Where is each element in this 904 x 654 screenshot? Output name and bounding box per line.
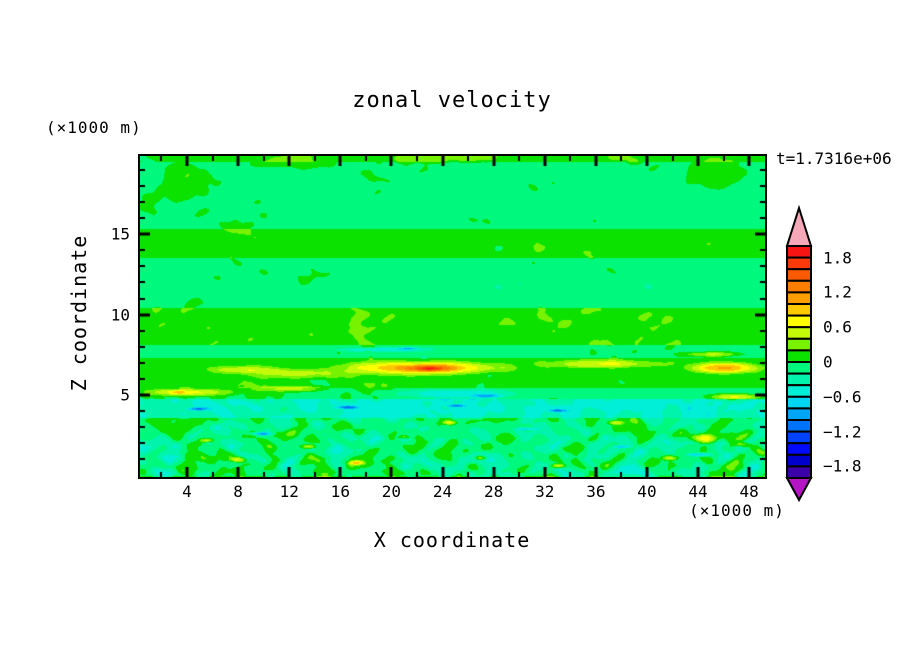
colorbar-segment bbox=[786, 419, 812, 433]
x-tick-label: 28 bbox=[483, 482, 504, 501]
colorbar-segment bbox=[786, 430, 812, 445]
colorbar bbox=[785, 205, 813, 503]
colorbar-segment bbox=[786, 256, 812, 271]
colorbar-tick-label: −1.2 bbox=[823, 422, 862, 442]
x-tick-label: 44 bbox=[688, 482, 708, 501]
colorbar-segment bbox=[786, 453, 812, 468]
colorbar-tick-label: −0.6 bbox=[823, 387, 862, 407]
colorbar-tick-label: 1.8 bbox=[823, 248, 852, 268]
colorbar-segment bbox=[786, 349, 812, 363]
plot-title: zonal velocity bbox=[352, 88, 552, 113]
colorbar-segment bbox=[786, 291, 812, 306]
x-tick-label: 48 bbox=[739, 482, 759, 501]
z-tick-label: 15 bbox=[110, 224, 130, 244]
colorbar-segment bbox=[786, 407, 812, 421]
colorbar-segment bbox=[786, 372, 812, 387]
colorbar-segment bbox=[786, 465, 812, 479]
x-tick-label: 20 bbox=[381, 482, 402, 501]
z-tick-label: 10 bbox=[110, 305, 130, 325]
x-tick-label: 32 bbox=[535, 482, 555, 501]
x-axis-title: X coordinate bbox=[373, 528, 531, 552]
time-annotation: t=1.7316e+06 bbox=[776, 149, 892, 168]
x-tick-label: 36 bbox=[586, 482, 606, 501]
colorbar-segment bbox=[786, 279, 812, 294]
colorbar-segment bbox=[786, 268, 812, 282]
colorbar-segment bbox=[786, 337, 812, 352]
x-axis-units-label: (×1000 m) bbox=[689, 501, 785, 520]
colorbar-tick-label: −1.8 bbox=[823, 456, 862, 476]
x-tick-label: 4 bbox=[182, 482, 192, 501]
z-axis-units-label: (×1000 m) bbox=[46, 118, 142, 137]
x-tick-label: 40 bbox=[637, 482, 657, 501]
colorbar-segment bbox=[786, 303, 812, 317]
colorbar-segment bbox=[786, 314, 812, 329]
colorbar-segment bbox=[786, 361, 812, 375]
colorbar-tick-label: 1.2 bbox=[823, 282, 852, 302]
colorbar-tick-label: 0.6 bbox=[823, 317, 852, 337]
colorbar-tick-label: 0 bbox=[823, 352, 833, 372]
z-tick-label: 5 bbox=[120, 385, 130, 405]
colorbar-under-range-arrow bbox=[785, 477, 813, 503]
colorbar-segment bbox=[786, 245, 812, 259]
colorbar-segment bbox=[786, 442, 812, 456]
x-tick-label: 8 bbox=[233, 482, 243, 501]
colorbar-segment bbox=[786, 326, 812, 340]
x-tick-label: 16 bbox=[330, 482, 350, 501]
plot-area bbox=[138, 154, 767, 479]
colorbar-segment bbox=[786, 384, 812, 398]
colorbar-segment bbox=[786, 395, 812, 410]
x-tick-label: 24 bbox=[432, 482, 453, 501]
x-tick-label: 12 bbox=[279, 482, 299, 501]
colorbar-over-range-arrow bbox=[785, 205, 813, 247]
contour-field-canvas bbox=[140, 156, 765, 477]
